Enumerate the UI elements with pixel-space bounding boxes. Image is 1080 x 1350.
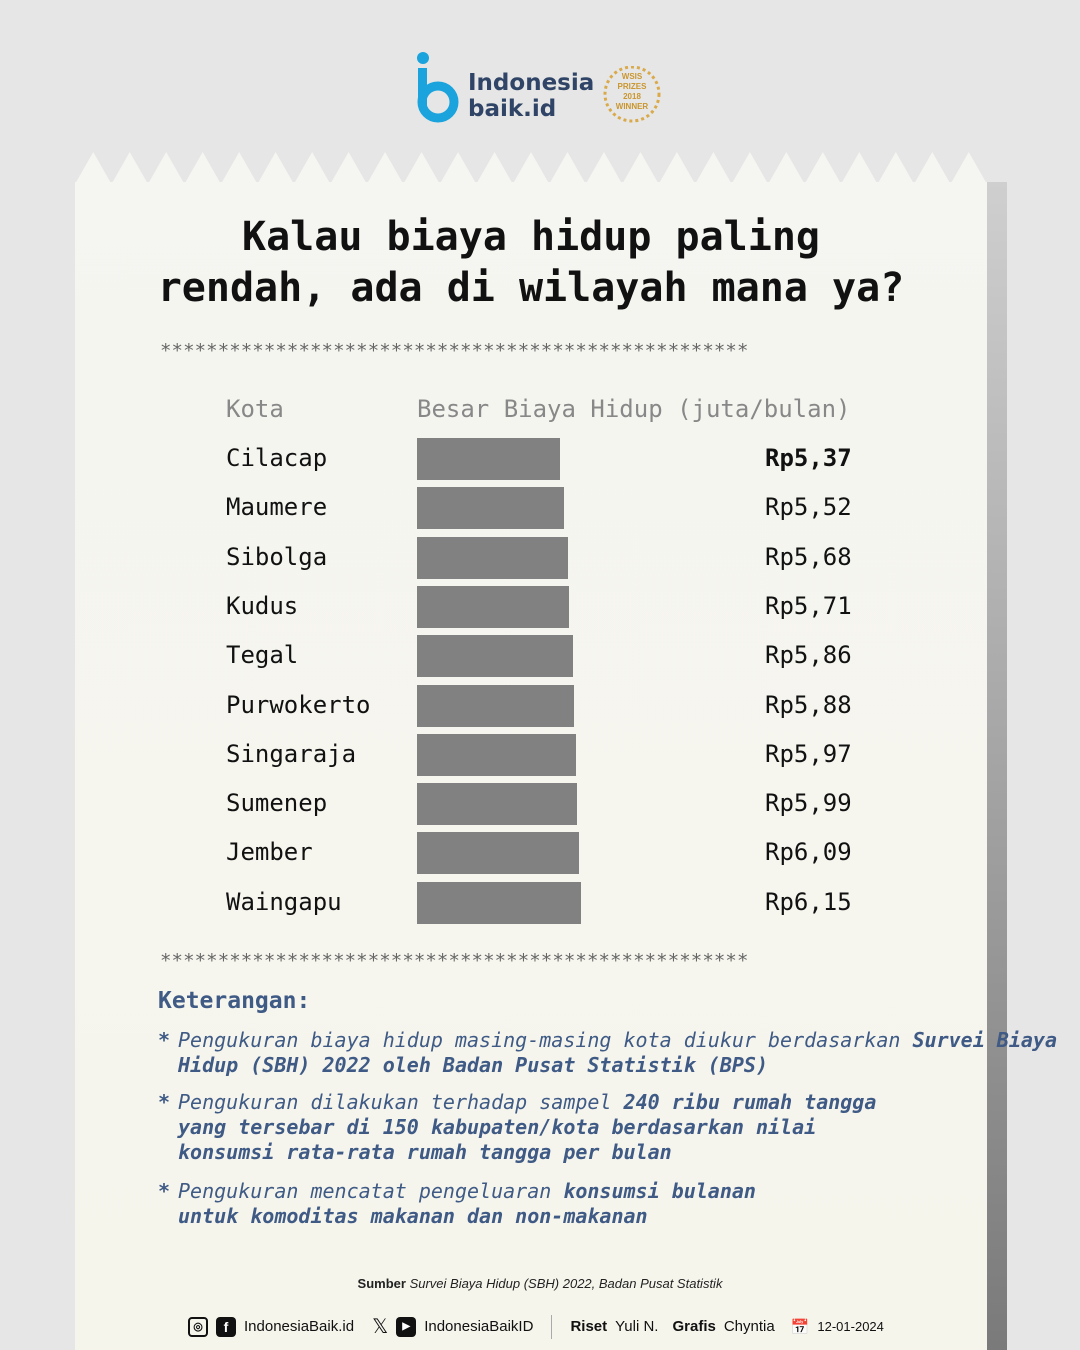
notes-heading: Keterangan: [158,988,311,1014]
bar [417,438,561,480]
riset-label: Riset [570,1318,608,1335]
zigzag-path [75,152,987,184]
facebook-icon[interactable]: f [216,1316,236,1337]
city-label: Singaraja [226,739,357,768]
date: 12-01-2024 [817,1319,884,1334]
x-icon[interactable]: 𝕏 [372,1316,389,1338]
note-item: * Pengukuran dilakukan terhadap sampel 24… [158,1090,877,1164]
note-item: * Pengukuran mencatat pengeluaran konsums… [158,1179,756,1228]
city-label: Kudus [226,591,299,620]
city-label: Maumere [226,493,328,522]
bar [417,733,577,776]
value-label: Rp5,71 [765,591,852,620]
page-title: Kalau biaya hidup paling rendah, ada di w… [157,214,905,311]
footer: ◎ f IndonesiaBaik.id 𝕏 ▶ IndonesiaBaikID… [188,1314,884,1339]
paper-shadow [987,182,1007,1350]
wsis-award-badge-icon [603,66,661,123]
value-label: Rp5,88 [765,690,852,719]
youtube-icon[interactable]: ▶ [396,1316,417,1337]
value-label: Rp5,37 [765,444,852,472]
grafis-name: Chyntia [723,1318,775,1335]
bar [417,832,580,875]
separator-top: ****************************************… [160,340,749,362]
value-label: Rp6,09 [765,838,852,867]
city-label: Jember [226,838,313,867]
indonesiabaik-logo-icon [417,52,459,123]
instagram-icon[interactable]: ◎ [188,1316,208,1337]
value-label: Rp5,99 [765,789,852,818]
brand-name: Indonesia baik.id [468,70,595,122]
bar [417,881,581,924]
header-cost: Besar Biaya Hidup (juta/bulan) [417,395,851,423]
header-city: Kota [226,395,284,423]
social-handle: IndonesiaBaikID [424,1318,534,1335]
social-handle: IndonesiaBaik.id [244,1318,355,1335]
value-label: Rp5,86 [765,641,852,670]
bar [417,684,574,727]
bar [417,585,570,628]
note-item: * Pengukuran biaya hidup masing-masing ko… [158,1028,1058,1077]
paper-zigzag-edge [75,152,987,184]
value-label: Rp6,15 [765,887,852,916]
bar [417,635,574,678]
value-label: Rp5,52 [765,493,852,522]
city-label: Tegal [226,641,299,670]
city-label: Cilacap [226,444,328,472]
bar [417,487,565,530]
grafis-label: Grafis [672,1318,716,1335]
riset-name: Yuli N. [615,1318,659,1335]
bar [417,783,577,826]
city-label: Sumenep [226,789,328,818]
city-label: Purwokerto [226,690,371,719]
source-line: Sumber Survei Biaya Hidup (SBH) 2022, Ba… [357,1276,723,1291]
city-label: Waingapu [226,887,342,916]
city-label: Sibolga [226,542,328,571]
separator-bottom: ****************************************… [160,950,749,972]
divider [551,1314,553,1339]
value-label: Rp5,68 [765,542,852,571]
value-label: Rp5,97 [765,739,852,768]
award-text: WSIS PRIZES 2018 WINNER [615,72,649,111]
bar [417,536,569,579]
calendar-icon: 📅 [790,1318,810,1336]
